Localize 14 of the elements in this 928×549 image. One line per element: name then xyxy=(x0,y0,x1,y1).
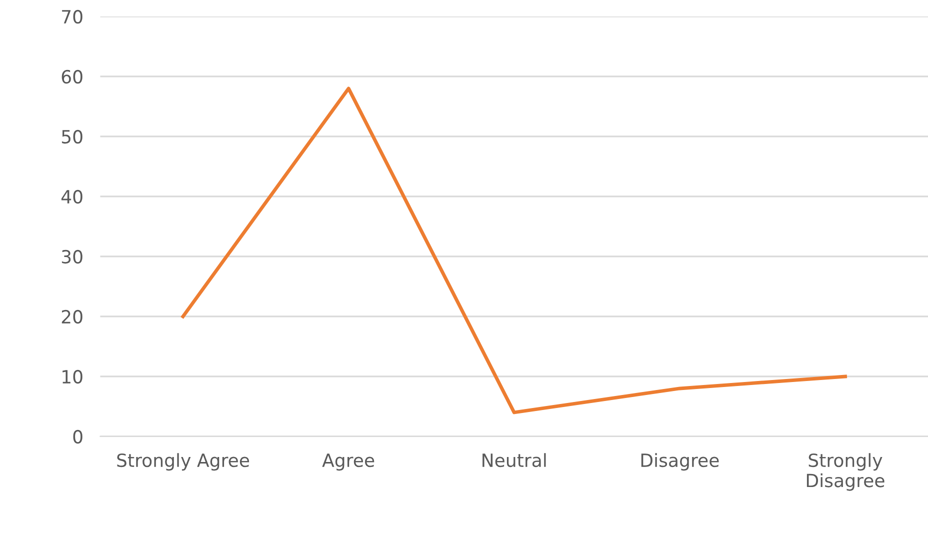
x-tick-label: Agree xyxy=(322,454,374,471)
y-tick-label: 30 xyxy=(62,250,82,264)
y-tick-label: 50 xyxy=(62,130,82,144)
x-tick-label: Strongly Disagree xyxy=(806,453,884,491)
y-tick-label: 70 xyxy=(62,10,82,24)
x-tick-label: Neutral xyxy=(482,453,546,468)
y-tick-label: 10 xyxy=(62,370,82,384)
y-tick-label: 0 xyxy=(73,430,82,444)
y-tick-label: 40 xyxy=(61,190,82,204)
x-tick-label: Strongly Agree xyxy=(117,453,250,471)
line-series xyxy=(181,86,847,414)
x-tick-label: Disagree xyxy=(641,453,719,471)
y-tick-label: 20 xyxy=(62,310,82,324)
y-tick-label: 60 xyxy=(62,70,82,84)
